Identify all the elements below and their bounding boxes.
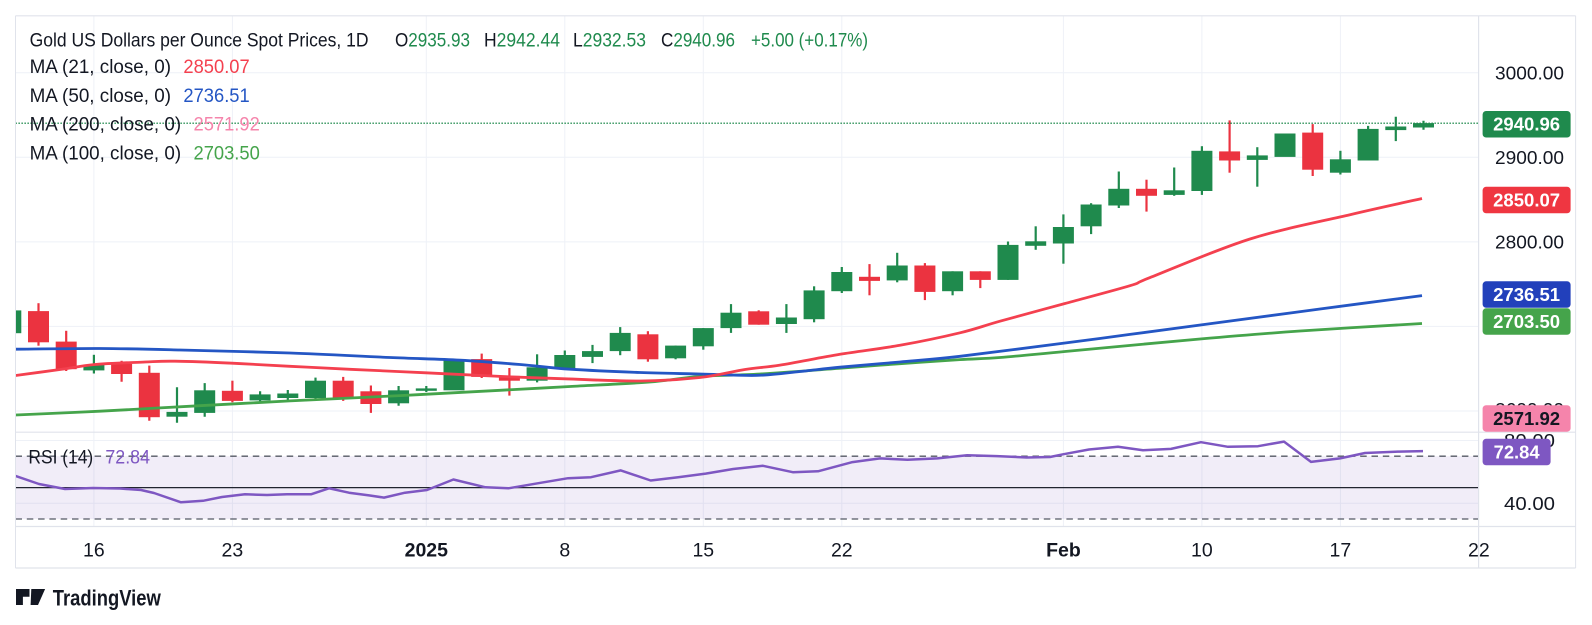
svg-text:+5.00 (+0.17%): +5.00 (+0.17%) [751, 31, 868, 52]
svg-text:22: 22 [831, 540, 853, 562]
svg-text:15: 15 [692, 540, 714, 562]
svg-text:2850.07: 2850.07 [1493, 190, 1560, 211]
svg-text:2940.96: 2940.96 [1493, 114, 1560, 135]
svg-text:2736.51: 2736.51 [1493, 284, 1560, 305]
svg-text:17: 17 [1330, 540, 1352, 562]
svg-text:MA (50, close, 0): MA (50, close, 0) [30, 86, 171, 107]
svg-text:3000.00: 3000.00 [1495, 62, 1564, 83]
svg-text:2025: 2025 [405, 540, 449, 562]
svg-text:2900.00: 2900.00 [1495, 147, 1564, 168]
svg-text:8: 8 [559, 540, 570, 562]
svg-text:22: 22 [1468, 540, 1490, 562]
svg-text:MA (21, close, 0): MA (21, close, 0) [30, 57, 171, 78]
svg-text:Feb: Feb [1046, 540, 1081, 562]
svg-text:C2940.96: C2940.96 [661, 31, 735, 52]
svg-text:RSI (14): RSI (14) [28, 448, 93, 469]
svg-text:TradingView: TradingView [53, 586, 161, 611]
svg-text:40.00: 40.00 [1504, 493, 1555, 514]
svg-text:72.84: 72.84 [1494, 442, 1541, 463]
svg-text:O2935.93: O2935.93 [395, 31, 470, 52]
svg-text:23: 23 [222, 540, 244, 562]
svg-text:MA (200, close, 0): MA (200, close, 0) [30, 115, 182, 136]
svg-text:2571.92: 2571.92 [1493, 408, 1560, 429]
svg-text:2703.50: 2703.50 [1493, 311, 1560, 332]
svg-text:2571.92: 2571.92 [194, 115, 260, 136]
svg-text:Gold US Dollars per Ounce Spot: Gold US Dollars per Ounce Spot Prices, 1… [30, 31, 369, 52]
svg-text:MA (100, close, 0): MA (100, close, 0) [30, 144, 182, 165]
svg-text:2800.00: 2800.00 [1495, 231, 1564, 252]
svg-text:H2942.44: H2942.44 [484, 31, 560, 52]
svg-text:L2932.53: L2932.53 [573, 31, 646, 52]
svg-text:72.84: 72.84 [105, 448, 150, 469]
svg-text:16: 16 [83, 540, 105, 562]
svg-text:2736.51: 2736.51 [183, 86, 249, 107]
svg-text:2850.07: 2850.07 [183, 57, 249, 78]
svg-text:10: 10 [1191, 540, 1213, 562]
svg-text:2703.50: 2703.50 [194, 144, 260, 165]
